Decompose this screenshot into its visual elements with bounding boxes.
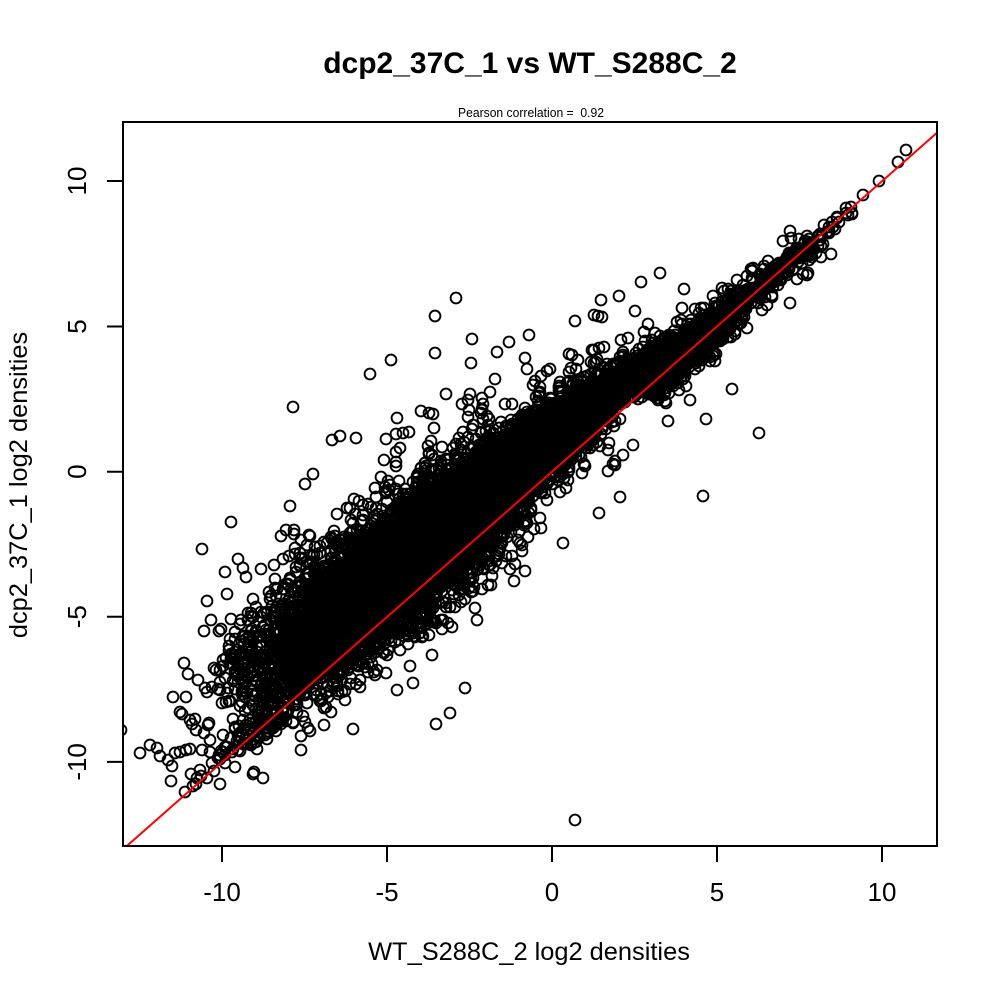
svg-text:dcp2_37C_1 log2 densities: dcp2_37C_1 log2 densities — [5, 332, 33, 638]
svg-text:WT_S288C_2 log2 densities: WT_S288C_2 log2 densities — [368, 938, 690, 966]
svg-text:0: 0 — [545, 877, 559, 907]
svg-text:0: 0 — [62, 464, 92, 478]
svg-text:-10: -10 — [62, 743, 92, 781]
svg-text:-5: -5 — [62, 605, 92, 628]
svg-text:dcp2_37C_1 vs WT_S288C_2: dcp2_37C_1 vs WT_S288C_2 — [323, 47, 737, 80]
svg-text:5: 5 — [62, 319, 92, 333]
svg-text:-5: -5 — [375, 877, 398, 907]
svg-text:5: 5 — [710, 877, 724, 907]
svg-text:10: 10 — [62, 167, 92, 196]
svg-text:-10: -10 — [203, 877, 241, 907]
svg-text:10: 10 — [868, 877, 897, 907]
svg-text:Pearson correlation = 0.92: Pearson correlation = 0.92 — [458, 105, 604, 120]
